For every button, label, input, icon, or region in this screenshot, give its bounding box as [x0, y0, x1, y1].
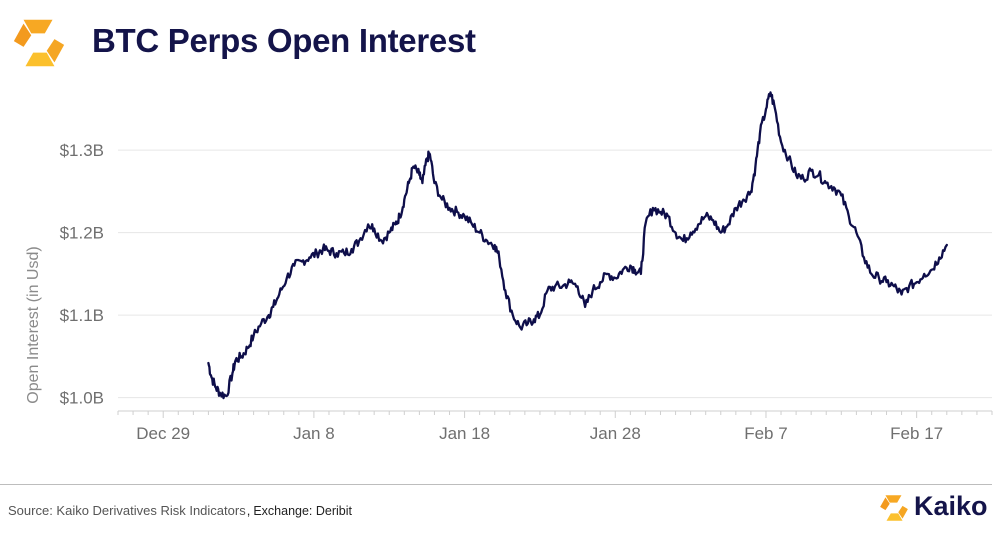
footer-divider — [0, 484, 992, 485]
y-tick-label: $1.1B — [60, 306, 104, 325]
x-tick-label: Jan 18 — [439, 424, 490, 443]
x-tick-label: Jan 8 — [293, 424, 335, 443]
brand-name: Kaiko — [914, 491, 988, 521]
x-tick-label: Jan 28 — [590, 424, 641, 443]
series-line — [207, 91, 948, 400]
x-tick-label: Feb 7 — [744, 424, 787, 443]
source-text: Source: Kaiko Derivatives Risk Indicator… — [8, 503, 246, 518]
y-tick-label: $1.0B — [60, 389, 104, 408]
grid-lines — [118, 149, 992, 399]
kaiko-brand-icon — [880, 495, 908, 521]
x-axis: Dec 29 Jan 8 Jan 18 Jan 28 Feb 7 Feb 17 — [117, 411, 993, 443]
x-tick-label: Dec 29 — [136, 424, 190, 443]
brand-logo: Kaiko — [878, 490, 1000, 526]
y-axis: $1.0B $1.1B $1.2B $1.3B — [60, 141, 104, 408]
source-separator: , — [246, 503, 251, 518]
kaiko-logo-icon — [13, 19, 65, 67]
open-interest-chart: $1.0B $1.1B $1.2B $1.3B Dec 29 Jan 8 Jan 18 Ja… — [25, 91, 993, 443]
y-tick-label: $1.3B — [60, 141, 104, 160]
y-axis-label: Open Interest (in Usd) — [25, 246, 42, 403]
source-note: Source: Kaiko Derivatives Risk Indicator… — [8, 503, 352, 518]
header: BTC Perps Open Interest — [0, 0, 1006, 80]
chart-title: BTC Perps Open Interest — [92, 22, 476, 59]
x-tick-label: Feb 17 — [890, 424, 943, 443]
y-tick-label: $1.2B — [60, 224, 104, 243]
exchange-text: Exchange: Deribit — [253, 504, 352, 518]
